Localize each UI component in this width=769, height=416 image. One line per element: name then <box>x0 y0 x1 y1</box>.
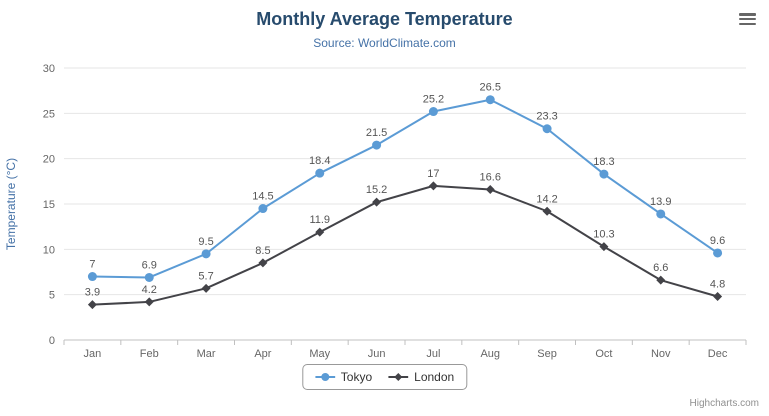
tokyo-data-label: 6.9 <box>142 259 157 271</box>
london-data-label: 4.8 <box>710 278 725 290</box>
x-axis-tick-label: May <box>309 348 330 360</box>
x-axis-tick-label: Sep <box>537 348 557 360</box>
x-axis-tick-label: Nov <box>651 348 671 360</box>
x-axis-tick-label: Oct <box>595 348 612 360</box>
x-axis-tick-label: Jul <box>426 348 440 360</box>
tokyo-data-label: 14.5 <box>252 191 273 203</box>
london-data-point[interactable] <box>428 181 438 191</box>
tokyo-data-label: 18.3 <box>593 156 614 168</box>
tokyo-data-label: 7 <box>89 259 95 271</box>
x-axis-tick-label: Jan <box>84 348 102 360</box>
y-axis-tick-label: 30 <box>43 63 55 75</box>
x-axis-tick-label: Dec <box>708 348 728 360</box>
hamburger-menu-icon[interactable] <box>739 13 756 25</box>
london-data-label: 6.6 <box>653 262 668 274</box>
london-data-label: 14.2 <box>536 193 557 205</box>
x-axis-tick-label: Apr <box>254 348 271 360</box>
legend-label: Tokyo <box>340 370 373 384</box>
x-axis-tick-label: Mar <box>197 348 216 360</box>
tokyo-data-point[interactable] <box>656 209 666 219</box>
london-data-point[interactable] <box>258 258 268 268</box>
menu-bar <box>739 17 756 21</box>
london-data-label: 8.5 <box>255 245 270 257</box>
london-data-label: 11.9 <box>309 214 330 226</box>
chart-subtitle: Source: WorldClimate.com <box>313 36 456 50</box>
london-data-point[interactable] <box>713 291 723 301</box>
tokyo-data-label: 9.6 <box>710 235 725 247</box>
tokyo-data-label: 25.2 <box>423 94 444 106</box>
tokyo-data-point[interactable] <box>144 272 154 282</box>
london-legend-marker-icon <box>388 373 409 381</box>
tokyo-data-label: 18.4 <box>309 155 330 167</box>
tokyo-data-point[interactable] <box>428 107 438 117</box>
london-data-point[interactable] <box>201 283 211 293</box>
tokyo-data-point[interactable] <box>315 168 325 178</box>
legend: Tokyo London <box>301 364 468 390</box>
london-data-label: 17 <box>427 168 439 180</box>
legend-item-tokyo[interactable]: Tokyo <box>314 370 373 384</box>
london-data-point[interactable] <box>656 275 666 285</box>
tokyo-data-point[interactable] <box>485 95 495 105</box>
tokyo-data-label: 9.5 <box>198 236 213 248</box>
london-data-point[interactable] <box>87 300 97 310</box>
tokyo-data-point[interactable] <box>87 272 97 282</box>
legend-item-london[interactable]: London <box>388 370 454 384</box>
london-data-point[interactable] <box>542 206 552 216</box>
tokyo-data-label: 26.5 <box>480 82 501 94</box>
tokyo-data-label: 21.5 <box>366 127 387 139</box>
tokyo-data-point[interactable] <box>542 124 552 134</box>
legend-label: London <box>414 370 455 384</box>
tokyo-data-label: 23.3 <box>536 111 557 123</box>
london-data-label: 10.3 <box>593 229 614 241</box>
london-data-label: 5.7 <box>198 270 213 282</box>
y-axis-tick-label: 20 <box>43 154 55 166</box>
london-series-line[interactable] <box>92 184 718 306</box>
tokyo-data-point[interactable] <box>713 248 723 258</box>
tokyo-legend-marker-icon <box>314 373 335 381</box>
london-data-point[interactable] <box>599 242 609 252</box>
credits-link[interactable]: Highcharts.com <box>689 398 759 409</box>
tokyo-data-label: 13.9 <box>650 196 671 208</box>
london-data-label: 4.2 <box>142 284 157 296</box>
london-data-point[interactable] <box>372 197 382 207</box>
y-axis-tick-label: 10 <box>43 244 55 256</box>
chart-title: Monthly Average Temperature <box>256 9 513 29</box>
x-axis-tick-label: Aug <box>480 348 500 360</box>
y-axis-tick-label: 15 <box>43 199 55 211</box>
tokyo-data-point[interactable] <box>372 140 382 150</box>
tokyo-data-point[interactable] <box>599 169 609 179</box>
y-axis-tick-label: 25 <box>43 108 55 120</box>
menu-bar <box>739 13 756 16</box>
tokyo-data-point[interactable] <box>258 204 268 214</box>
london-data-point[interactable] <box>144 297 154 307</box>
london-data-label: 15.2 <box>366 184 387 196</box>
y-axis-title: Temperature (°C) <box>4 158 18 250</box>
y-axis-tick-label: 5 <box>49 290 55 302</box>
tokyo-data-point[interactable] <box>201 249 211 259</box>
y-axis-tick-label: 0 <box>49 335 55 347</box>
london-data-point[interactable] <box>485 184 495 194</box>
tokyo-series-line[interactable] <box>92 98 719 279</box>
london-data-label: 16.6 <box>480 171 501 183</box>
x-axis-tick-label: Feb <box>140 348 159 360</box>
london-data-point[interactable] <box>315 227 325 237</box>
london-data-label: 3.9 <box>85 287 100 299</box>
x-axis-tick-label: Jun <box>368 348 386 360</box>
menu-bar <box>739 22 756 25</box>
